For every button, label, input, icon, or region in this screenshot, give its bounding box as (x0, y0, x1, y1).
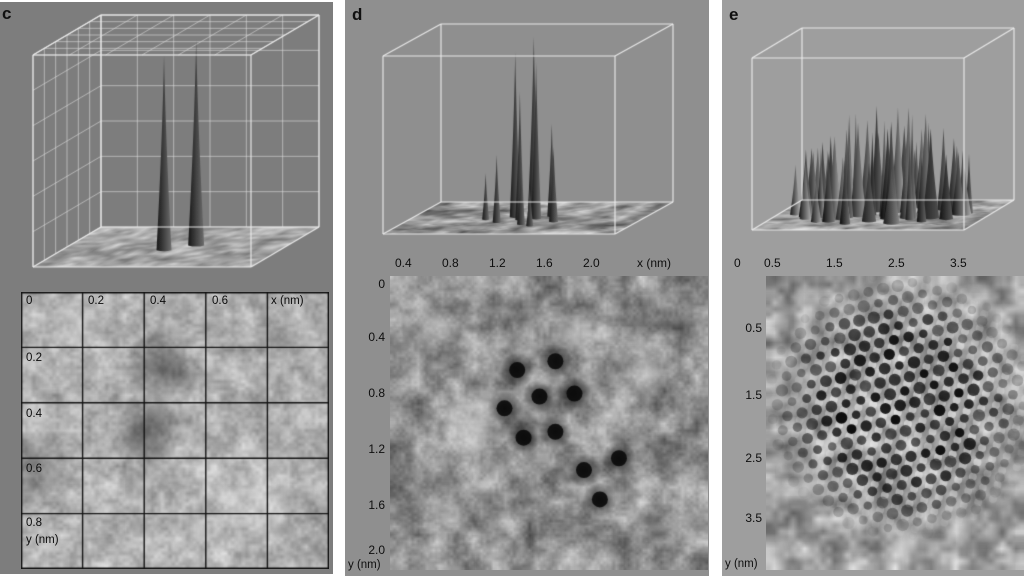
panel-c: c 0 0.2 0.4 0.6 x (nm) 0.2 0.4 0.6 0.8 y… (0, 2, 333, 574)
panel-e-y-tick-3: 3.5 (745, 511, 762, 525)
panel-d-y-tick-0: 0.4 (368, 330, 385, 344)
panel-d-x-tick-0: 0.4 (395, 256, 412, 270)
panel-e-x-tick-0: 0.5 (764, 256, 781, 270)
panel-c-x-tick-3: 0.6 (212, 295, 228, 307)
panel-d-y-axis-unit: y (nm) (348, 559, 381, 571)
panel-d-y-tick-2: 1.2 (368, 442, 385, 456)
panel-e-x-tick-3: 3.5 (950, 256, 967, 270)
panel-c-y-tick-0: 0.2 (26, 352, 42, 364)
panel-e-y-axis-unit: y (nm) (725, 558, 758, 570)
panel-d-x-tick-4: 2.0 (583, 256, 600, 270)
panel-d-y-tick-4: 2.0 (368, 543, 385, 557)
panel-c-x-axis-unit: x (nm) (271, 295, 304, 307)
panel-e-y-tick-0: 0.5 (745, 321, 762, 335)
panel-e-y-tick-2: 2.5 (745, 451, 762, 465)
panel-d-origin-tick: 0 (378, 277, 385, 291)
panel-d-x-tick-1: 0.8 (442, 256, 459, 270)
panel-c-stm-image: 0 0.2 0.4 0.6 x (nm) 0.2 0.4 0.6 0.8 y (… (21, 292, 329, 569)
panel-e-stm-canvas (766, 276, 1024, 570)
panel-d: d 0.4 0.8 1.2 1.6 2.0 x (nm) 0 0.4 0.8 1… (345, 0, 709, 576)
panel-e: e 0 0.5 1.5 2.5 3.5 0.5 1.5 2.5 3.5 y (n… (722, 0, 1024, 576)
panel-c-y-tick-3: 0.8 (26, 517, 42, 529)
panel-e-3d-topograph (732, 14, 1020, 248)
panel-c-x-tick-1: 0.2 (88, 295, 104, 307)
panel-c-stm-canvas (21, 292, 329, 569)
panel-d-x-tick-3: 1.6 (536, 256, 553, 270)
panel-d-y-tick-1: 0.8 (368, 386, 385, 400)
panel-c-3d-topograph (3, 5, 330, 290)
panel-d-label: d (352, 5, 363, 24)
panel-c-y-axis-unit: y (nm) (26, 534, 59, 546)
panel-c-y-tick-2: 0.6 (26, 463, 42, 475)
panel-e-origin-tick: 0 (734, 256, 741, 270)
panel-d-3d-topograph (357, 16, 697, 252)
panel-e-x-tick-2: 2.5 (888, 256, 905, 270)
panel-d-stm-canvas (390, 276, 708, 570)
panel-d-y-tick-3: 1.6 (368, 498, 385, 512)
panel-d-x-axis-unit: x (nm) (637, 256, 671, 270)
panel-d-x-tick-2: 1.2 (489, 256, 506, 270)
panel-e-y-tick-1: 1.5 (745, 388, 762, 402)
panel-c-x-tick-0: 0 (26, 295, 33, 307)
panel-c-y-tick-1: 0.4 (26, 408, 42, 420)
panel-e-x-tick-1: 1.5 (826, 256, 843, 270)
panel-c-x-tick-2: 0.4 (150, 295, 166, 307)
